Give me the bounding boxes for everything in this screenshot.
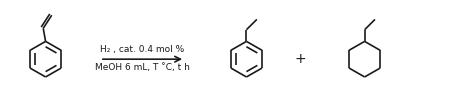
Text: H₂ , cat. 0.4 mol %: H₂ , cat. 0.4 mol % (100, 45, 184, 54)
Text: MeOH 6 mL, T ˚C, t h: MeOH 6 mL, T ˚C, t h (95, 63, 190, 72)
Text: +: + (295, 52, 307, 66)
